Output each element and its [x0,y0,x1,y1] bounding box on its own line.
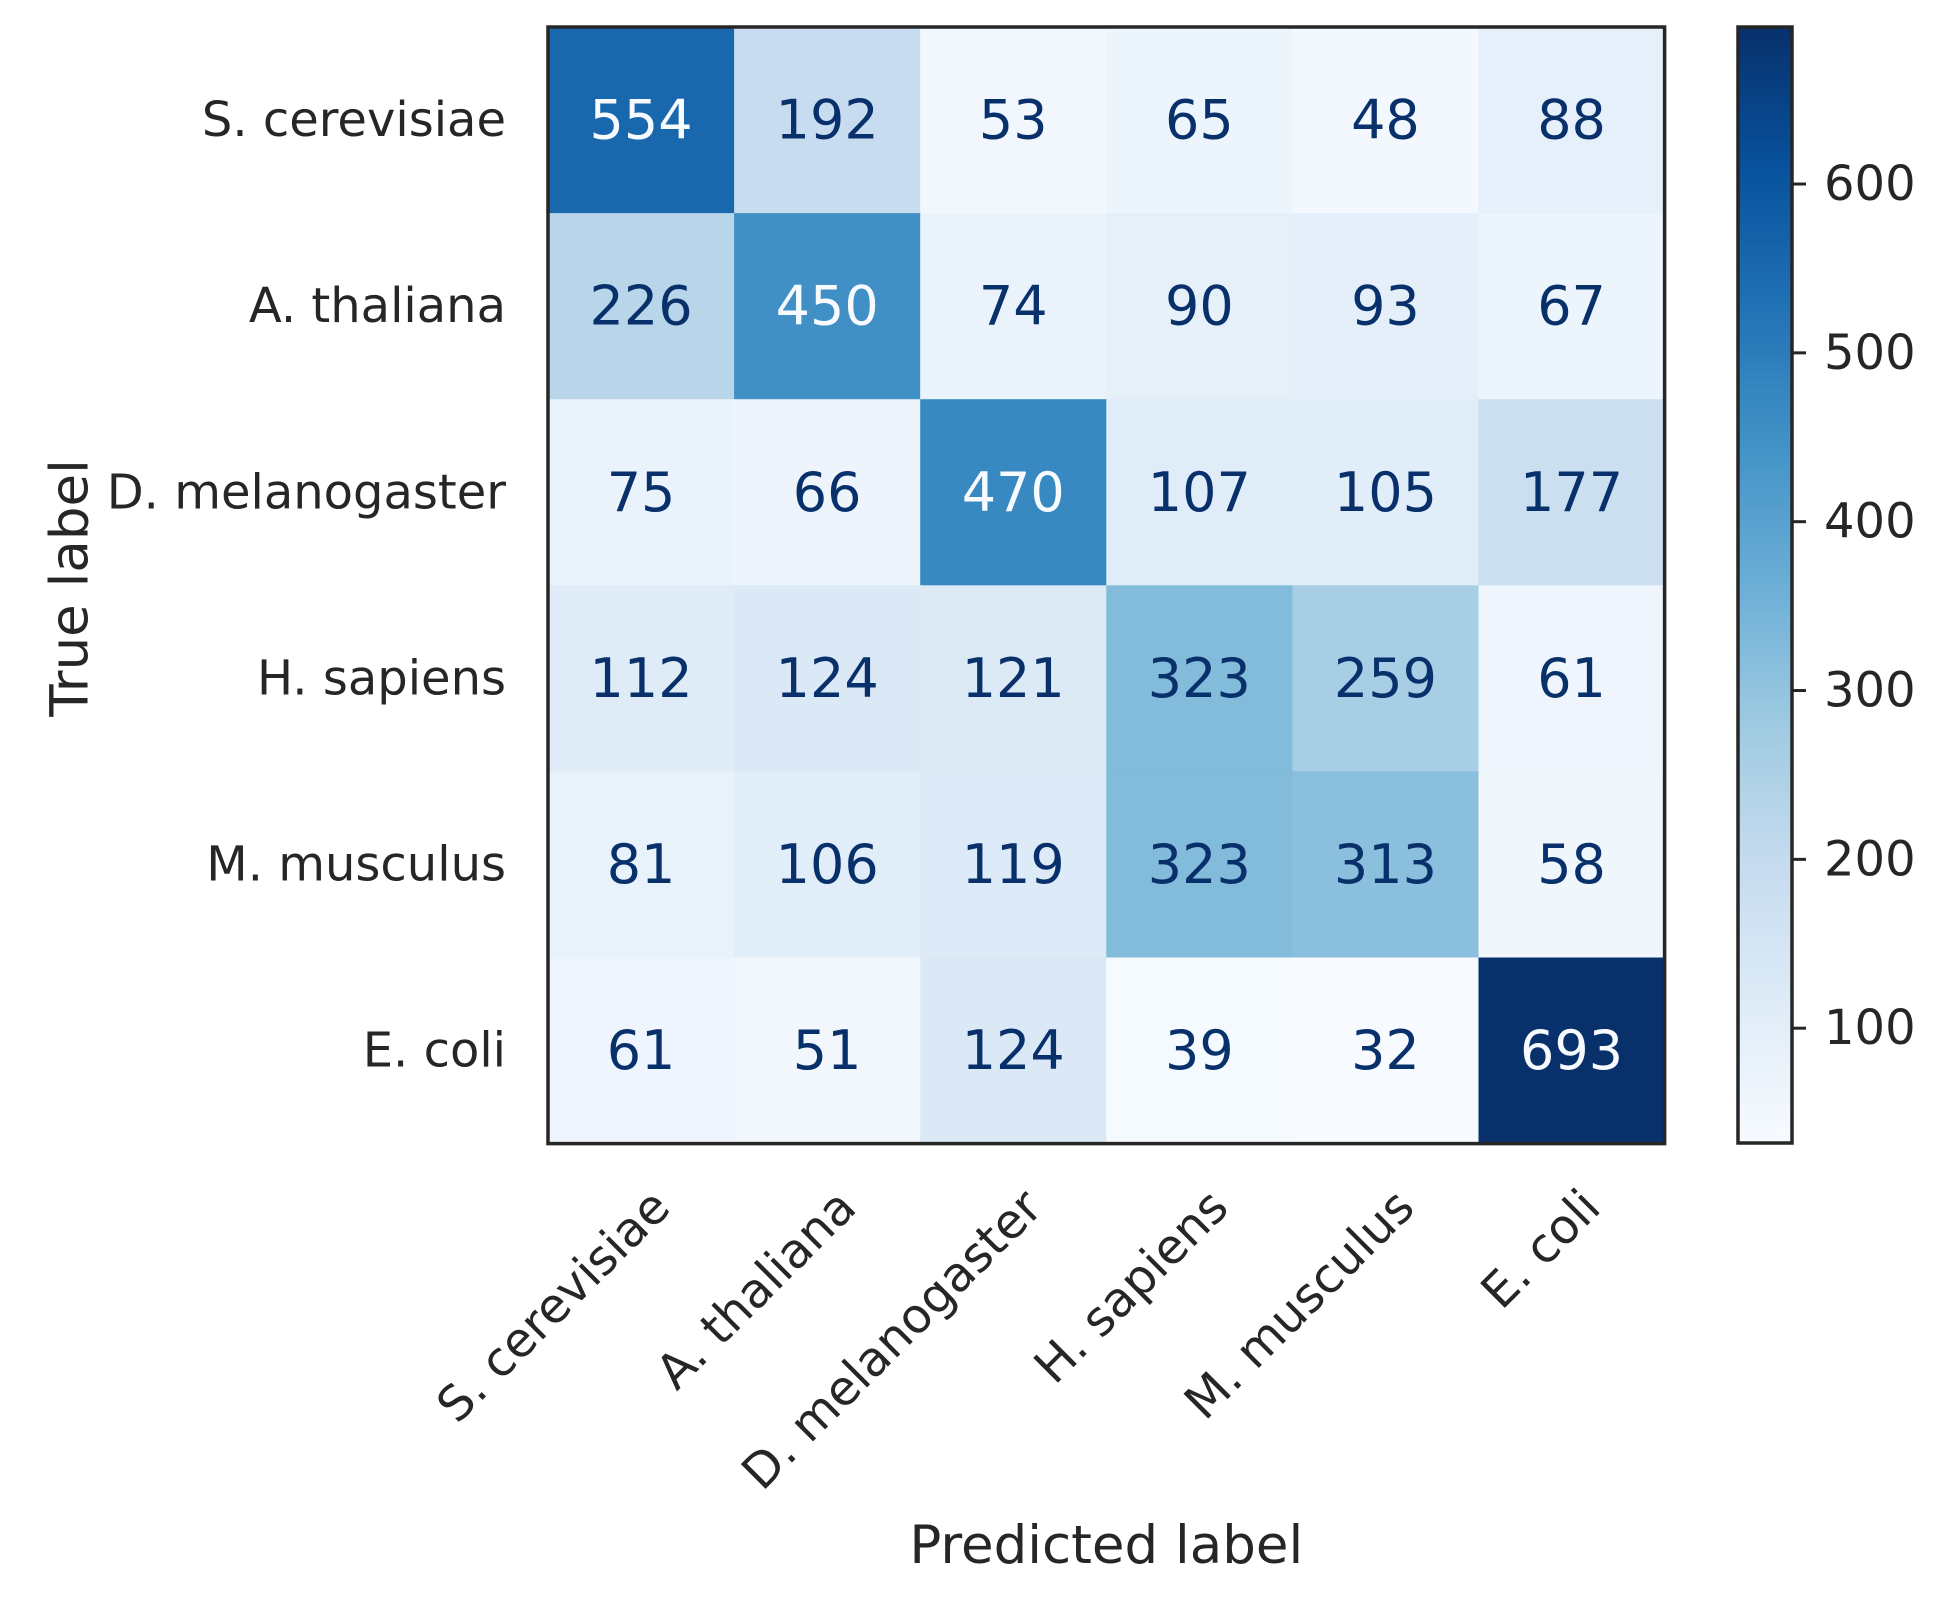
y-tick-s-cerevisiae: S. cerevisiae [202,92,506,148]
cell-r3-c3 [1106,585,1293,772]
cell-value-r4-c3: 323 [1148,833,1251,896]
cell-r2-c0 [548,399,735,586]
cell-value-r4-c5: 58 [1537,833,1606,896]
cell-value-r0-c4: 48 [1351,89,1420,152]
cell-value-r5-c2: 124 [962,1019,1065,1082]
cell-r0-c0 [548,27,735,214]
cell-r1-c5 [1478,213,1666,400]
cell-r1-c2 [920,213,1107,400]
cell-r0-c3 [1106,27,1293,214]
cell-value-r2-c4: 105 [1334,461,1437,524]
cell-r0-c4 [1292,27,1480,214]
cell-r3-c2 [920,585,1107,772]
colorbar-tick-label-100: 100 [1824,1000,1916,1056]
y-tick-a-thaliana: A. thaliana [249,278,506,334]
cell-value-r1-c4: 93 [1351,275,1420,338]
cell-value-r1-c0: 226 [590,275,693,338]
cell-r3-c0 [548,585,735,772]
cell-r4-c1 [734,771,921,959]
cell-value-r1-c2: 74 [979,275,1048,338]
cell-r5-c0 [548,957,735,1145]
colorbar-frame [1736,25,1794,1145]
cell-r5-c4 [1292,957,1480,1145]
cell-value-r3-c1: 124 [776,647,879,710]
cell-value-r2-c0: 75 [607,461,676,524]
y-tick-m-musculus: M. musculus [206,836,506,892]
x-tick-e-coli: E. coli [1470,1179,1611,1320]
x-tick-s-cerevisiae: S. cerevisiae [426,1179,681,1434]
cell-value-r0-c2: 53 [979,89,1048,152]
cell-value-r5-c3: 39 [1165,1019,1234,1082]
cell-r2-c4 [1292,399,1480,586]
matrix-frame [546,25,1667,1146]
cell-r4-c2 [920,771,1107,959]
cell-r4-c0 [548,771,735,959]
cell-value-r4-c4: 313 [1334,833,1437,896]
cell-r1-c0 [548,213,735,400]
colorbar-tick-label-400: 400 [1824,494,1916,550]
colorbar-tick-label-500: 500 [1824,325,1916,381]
cell-r5-c2 [920,957,1107,1145]
cell-value-r0-c3: 65 [1165,89,1234,152]
cell-r2-c5 [1478,399,1666,586]
cell-value-r4-c2: 119 [962,833,1065,896]
colorbar-ticks: 100 200 300 400 500 600 [1792,156,1916,1056]
cell-r2-c3 [1106,399,1293,586]
y-tick-e-coli: E. coli [363,1023,506,1079]
cell-value-r1-c1: 450 [776,275,879,338]
cell-value-r5-c5: 693 [1520,1019,1623,1082]
cell-r4-c5 [1478,771,1666,959]
cell-value-r3-c2: 121 [962,647,1065,710]
cell-r0-c1 [734,27,921,214]
cell-value-r0-c0: 554 [590,89,693,152]
cell-r2-c1 [734,399,921,586]
cell-value-r2-c3: 107 [1148,461,1251,524]
cell-value-r2-c1: 66 [793,461,862,524]
cell-value-r4-c0: 81 [607,833,676,896]
cell-value-r0-c5: 88 [1537,89,1606,152]
cell-value-r5-c4: 32 [1351,1019,1420,1082]
matrix-cells [548,27,1666,1145]
colorbar [1738,27,1792,1143]
cell-r5-c1 [734,957,921,1145]
cell-value-r1-c5: 67 [1537,275,1606,338]
colorbar-tick-label-600: 600 [1824,156,1916,212]
cell-value-r2-c5: 177 [1520,461,1623,524]
cell-value-r3-c0: 112 [590,647,693,710]
cell-value-r1-c3: 90 [1165,275,1234,338]
colorbar-tick-label-200: 200 [1824,831,1916,887]
cell-r1-c1 [734,213,921,400]
cell-value-r3-c3: 323 [1148,647,1251,710]
cell-value-r0-c1: 192 [776,89,879,152]
cell-value-r5-c0: 61 [607,1019,676,1082]
cell-r1-c3 [1106,213,1293,400]
y-tick-h-sapiens: H. sapiens [257,650,506,706]
cell-value-r2-c2: 470 [962,461,1065,524]
cell-r5-c5 [1478,957,1666,1145]
cell-r3-c5 [1478,585,1666,772]
cell-value-r3-c5: 61 [1537,647,1606,710]
cell-r2-c2 [920,399,1107,586]
y-tick-d-melanogaster: D. melanogaster [107,464,507,520]
matrix-cell-labels: 554 192 53 65 48 88 226 450 74 90 93 67 75 66 470 107 10… [590,89,1624,1083]
cell-r0-c2 [920,27,1107,214]
cell-value-r5-c1: 51 [793,1019,862,1082]
cell-r4-c4 [1292,771,1480,959]
colorbar-tick-label-300: 300 [1824,663,1916,719]
y-tick-labels: S. cerevisiae A. thaliana D. melanogaster H… [107,92,507,1079]
cell-value-r4-c1: 106 [776,833,879,896]
cell-r4-c3 [1106,771,1293,959]
cell-r0-c5 [1478,27,1666,214]
x-axis-label: Predicted label [909,1515,1303,1576]
cell-r3-c4 [1292,585,1480,772]
cell-r3-c1 [734,585,921,772]
cell-r5-c3 [1106,957,1293,1145]
y-axis-label: True label [40,459,101,718]
cell-r1-c4 [1292,213,1480,400]
cell-value-r3-c4: 259 [1334,647,1437,710]
